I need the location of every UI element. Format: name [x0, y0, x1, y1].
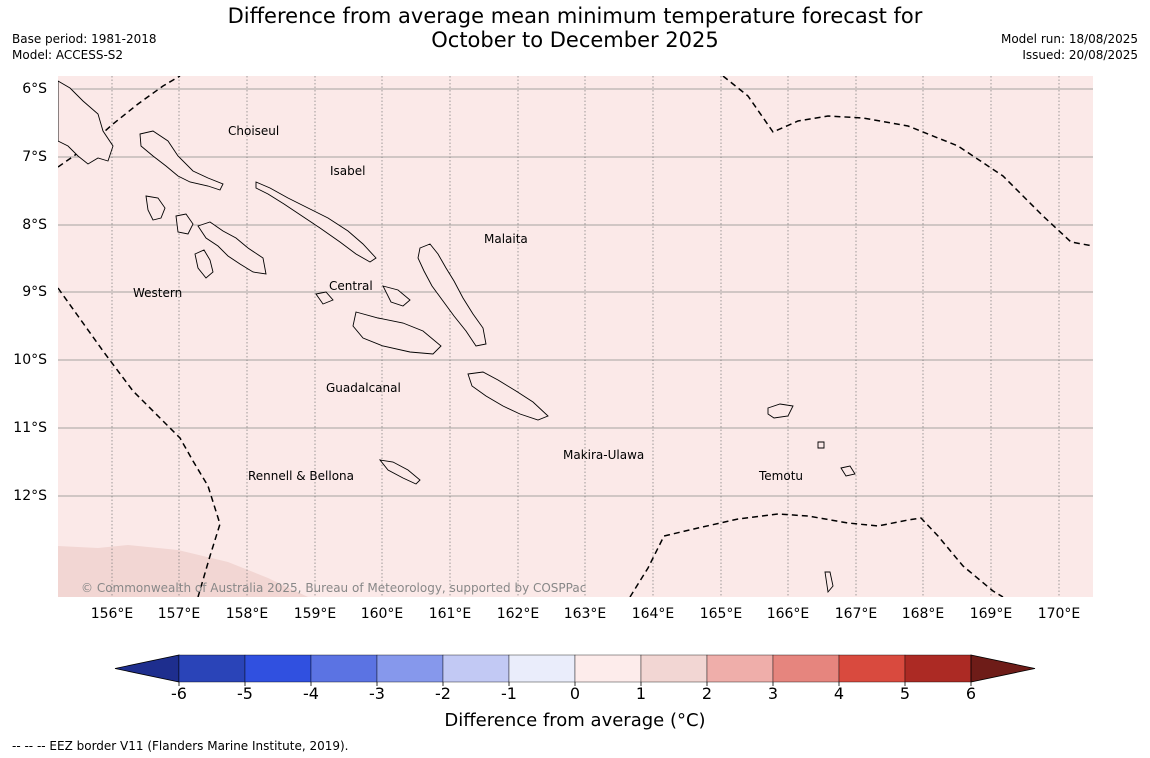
map-background	[58, 76, 1093, 597]
title-line-1: Difference from average mean minimum tem…	[227, 4, 923, 28]
rennell-island	[378, 459, 421, 485]
province-label-isabel: Isabel	[330, 164, 365, 178]
province-label-choiseul: Choiseul	[228, 124, 279, 138]
colorbar-segment	[244, 654, 312, 683]
tikopia-island	[817, 441, 825, 449]
lon-label: 167°E	[834, 606, 878, 622]
malaita-island	[417, 243, 487, 347]
kolombangara	[175, 213, 194, 235]
colorbar-title-unit: °C)	[676, 710, 706, 731]
makira-island	[467, 371, 549, 421]
colorbar-tick: 6	[965, 684, 977, 703]
islands	[58, 80, 856, 594]
colorbar-segment	[310, 654, 378, 683]
province-label-temotu: Temotu	[758, 469, 803, 483]
colorbar	[114, 654, 1036, 686]
lon-label: 156°E	[90, 606, 134, 622]
russell-islands	[315, 291, 334, 305]
colorbar-segment	[574, 654, 642, 683]
colorbar-tick: 1	[635, 684, 647, 703]
eez-footnote: -- -- -- EEZ border V11 (Flanders Marine…	[12, 739, 349, 753]
vella-lavella	[145, 195, 166, 221]
solomon-islands-map: Choiseul Isabel Malaita Western Central …	[58, 76, 1093, 597]
province-label-malaita: Malaita	[484, 232, 528, 246]
lon-label: 163°E	[563, 606, 607, 622]
colorbar-tick: 2	[701, 684, 713, 703]
gridlines	[58, 88, 1093, 497]
run-info: Model run: 18/08/2025 Issued: 20/08/2025	[1001, 31, 1138, 63]
lon-label: 165°E	[699, 606, 743, 622]
lon-label: 170°E	[1037, 606, 1081, 622]
colorbar-tick: -3	[369, 684, 385, 703]
lon-label: 162°E	[496, 606, 540, 622]
colorbar-tick: 5	[899, 684, 911, 703]
province-labels: Choiseul Isabel Malaita Western Central …	[133, 124, 803, 483]
lat-label: 8°S	[22, 217, 47, 233]
model-info: Base period: 1981-2018 Model: ACCESS-S2	[12, 31, 157, 63]
colorbar-segment	[376, 654, 444, 683]
colorbar-tick: -5	[237, 684, 253, 703]
lon-label: 159°E	[293, 606, 337, 622]
province-label-makira-ulawa: Makira-Ulawa	[563, 448, 644, 462]
copyright-notice: © Commonwealth of Australia 2025, Bureau…	[81, 581, 586, 595]
colorbar-segment	[508, 654, 576, 683]
colorbar-tick: -2	[435, 684, 451, 703]
isabel-island	[255, 181, 377, 263]
lon-label: 164°E	[631, 606, 675, 622]
lat-label: 10°S	[13, 352, 47, 368]
colorbar-tick: 0	[569, 684, 581, 703]
colorbar-tick: -1	[501, 684, 517, 703]
lat-label: 9°S	[22, 284, 47, 300]
colorbar-segment	[640, 654, 708, 683]
province-label-central: Central	[329, 279, 373, 293]
model-name: Model: ACCESS-S2	[12, 48, 124, 62]
issued-date: Issued: 20/08/2025	[1022, 48, 1138, 62]
new-georgia-island	[197, 221, 267, 275]
guadalcanal-island	[352, 311, 442, 355]
lon-label: 160°E	[360, 606, 404, 622]
lon-label: 158°E	[225, 606, 269, 622]
colorbar-tick: 4	[833, 684, 845, 703]
lon-label: 161°E	[428, 606, 472, 622]
colorbar-segment	[442, 654, 510, 683]
lat-label: 11°S	[13, 420, 47, 436]
colorbar-tick: -6	[171, 684, 187, 703]
model-run: Model run: 18/08/2025	[1000, 32, 1138, 46]
colorbar-segment	[904, 654, 972, 683]
southern-anomaly-patch	[58, 545, 308, 597]
colorbar-title: Difference from average (°C)	[0, 710, 1150, 731]
vanikoro-island	[840, 465, 856, 477]
rendova-island	[194, 249, 214, 279]
lon-label: 168°E	[901, 606, 945, 622]
lat-label: 6°S	[22, 81, 47, 97]
colorbar-extend-high	[970, 654, 1036, 683]
colorbar-segment	[772, 654, 840, 683]
nggela-islands	[382, 285, 411, 307]
colorbar-tick: 3	[767, 684, 779, 703]
chart-title: Difference from average mean minimum tem…	[0, 4, 1150, 52]
bougainville-island	[58, 80, 114, 165]
lat-label: 7°S	[22, 149, 47, 165]
title-line-2: October to December 2025	[431, 28, 719, 52]
lon-label: 166°E	[766, 606, 810, 622]
province-label-rennell-bellona: Rennell & Bellona	[248, 469, 354, 483]
southern-islet	[824, 571, 834, 594]
colorbar-segment	[838, 654, 906, 683]
lat-label: 12°S	[13, 488, 47, 504]
lon-label: 157°E	[157, 606, 201, 622]
choiseul-island	[139, 130, 224, 191]
colorbar-segment	[178, 654, 246, 683]
colorbar-extend-low	[114, 654, 180, 683]
province-label-western: Western	[133, 286, 182, 300]
nendo-island	[767, 403, 794, 419]
lon-label: 169°E	[969, 606, 1013, 622]
colorbar-tick: -4	[303, 684, 319, 703]
colorbar-title-text: Difference from average (	[444, 710, 677, 731]
province-label-guadalcanal: Guadalcanal	[326, 381, 401, 395]
base-period: Base period: 1981-2018	[12, 32, 157, 46]
colorbar-segment	[706, 654, 774, 683]
